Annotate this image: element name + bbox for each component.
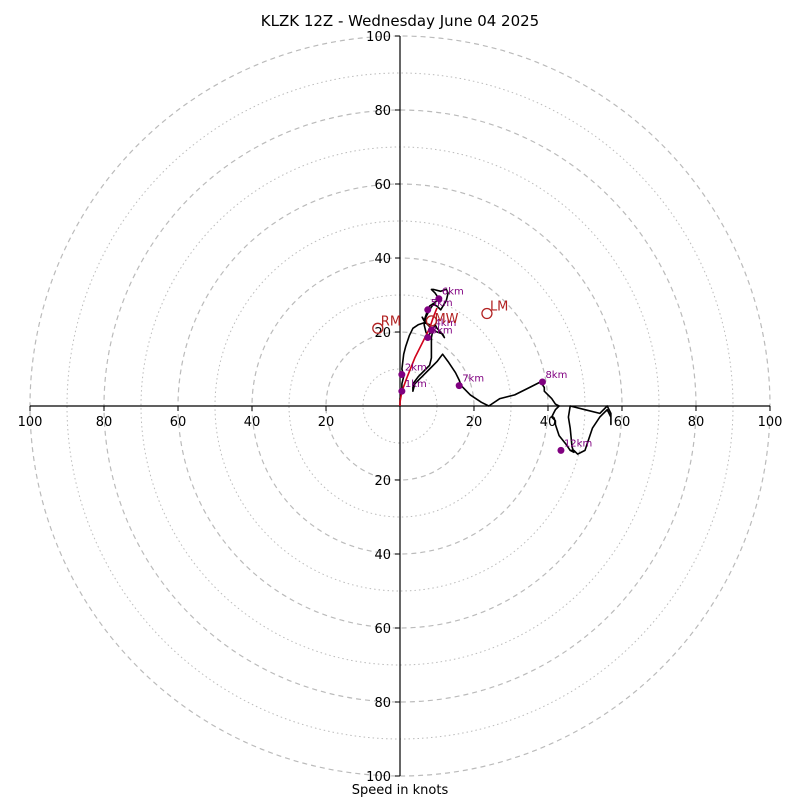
hodograph-line — [399, 288, 612, 455]
storm-motion-label: LM — [490, 300, 508, 315]
y-tick-label: 40 — [374, 548, 391, 563]
x-axis-label: Speed in knots — [351, 783, 449, 798]
height-marker-dot — [398, 371, 406, 379]
y-tick-label: 20 — [374, 474, 391, 489]
height-marker-label: 6km — [442, 287, 464, 298]
storm-motion-marker — [481, 307, 493, 320]
storm-motion-label: RM — [381, 314, 401, 329]
x-tick-label: 40 — [244, 415, 261, 430]
height-marker-dot — [427, 326, 435, 334]
x-tick-label: 100 — [18, 415, 43, 430]
storm-motion-markers: RM LM MW — [372, 300, 508, 334]
height-marker-dot — [455, 382, 463, 390]
storm-motion-marker — [425, 315, 438, 327]
storm-motion-marker — [372, 322, 384, 334]
height-marker-dot — [435, 295, 443, 303]
storm-motion-label: MW — [434, 312, 458, 327]
x-tick-label: 40 — [540, 415, 557, 430]
height-marker-dot — [557, 446, 565, 454]
x-tick-label: 20 — [466, 415, 483, 430]
height-marker-label: 8km — [545, 370, 567, 381]
y-tick-label: 100 — [366, 770, 391, 785]
height-marker-dot — [424, 334, 432, 342]
height-marker-dot — [398, 387, 406, 395]
x-tick-label: 80 — [688, 415, 705, 430]
y-tick-label: 80 — [374, 696, 391, 711]
y-tick-label: 20 — [374, 326, 391, 341]
y-tick-label: 60 — [374, 178, 391, 193]
height-marker-label: 7km — [462, 374, 484, 385]
height-marker-label: 3km — [431, 326, 453, 337]
height-marker-dot — [424, 306, 432, 314]
height-marker-label: 2km — [405, 363, 427, 374]
x-tick-label: 100 — [758, 415, 783, 430]
height-marker-label: 4km — [434, 318, 456, 329]
y-tick-label: 100 — [366, 30, 391, 45]
y-tick-label: 60 — [374, 622, 391, 637]
hodograph-traces — [399, 288, 612, 455]
tick-labels: 20 20 20 20 40 40 40 40 60 60 60 60 80 80 80 80 100 100 10… — [18, 30, 783, 785]
height-marker-label: 12km — [564, 438, 592, 449]
height-marker-dot — [538, 378, 546, 386]
x-tick-label: 20 — [318, 415, 335, 430]
x-tick-label: 60 — [614, 415, 631, 430]
x-tick-label: 60 — [170, 415, 187, 430]
low-level-hodograph-line — [399, 307, 438, 406]
y-tick-label: 80 — [374, 104, 391, 119]
height-marker-label: 1km — [405, 379, 427, 390]
height-marker-label: 5km — [431, 298, 453, 309]
x-tick-label: 80 — [96, 415, 113, 430]
chart-title: KLZK 12Z - Wednesday June 04 2025 — [260, 12, 540, 30]
y-tick-label: 40 — [374, 252, 391, 267]
